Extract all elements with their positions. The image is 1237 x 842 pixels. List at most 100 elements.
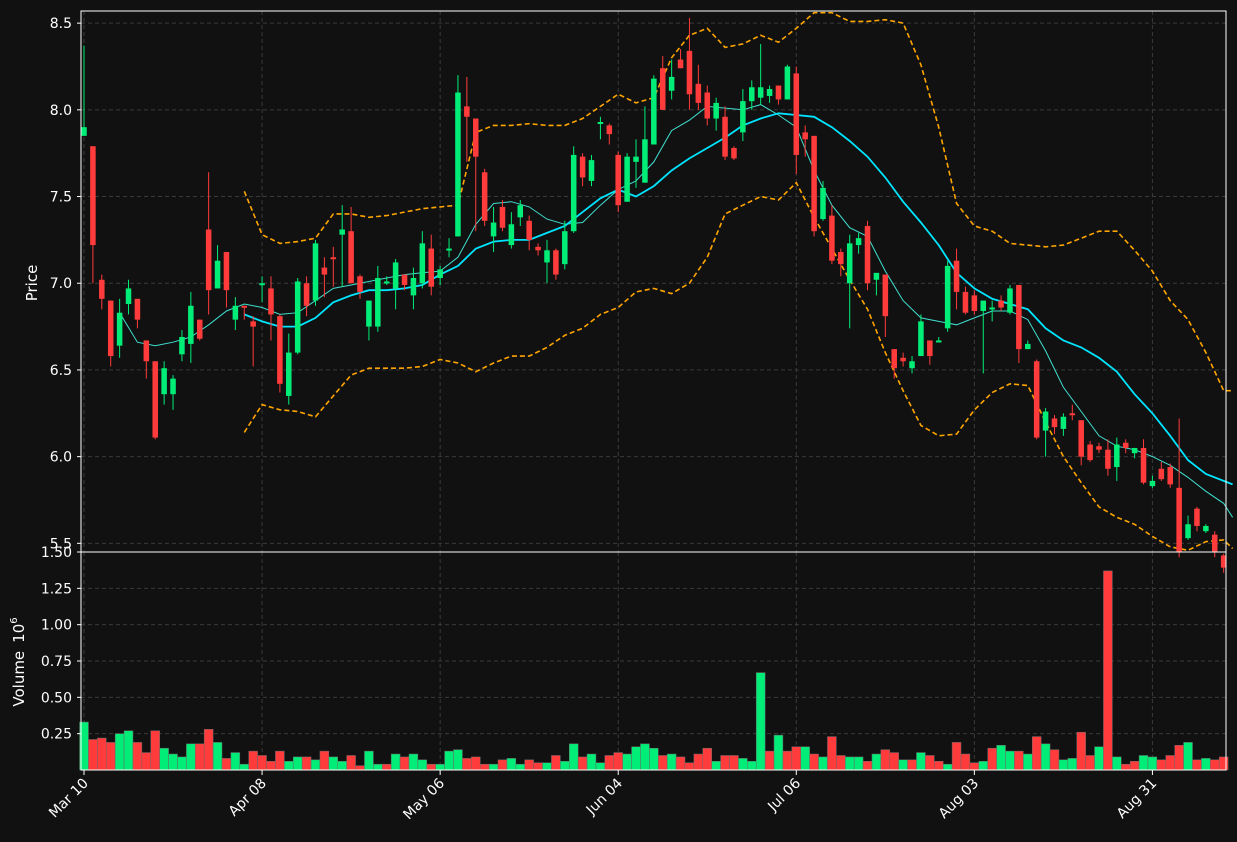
- volume-bar: [871, 753, 882, 771]
- candle-body: [526, 220, 532, 240]
- volume-bar: [337, 761, 347, 771]
- volume-tick-label: 0.75: [41, 654, 72, 670]
- candle-body: [214, 260, 221, 289]
- volume-bar: [880, 749, 891, 771]
- volume-bar: [373, 763, 383, 771]
- candle-body: [935, 340, 942, 343]
- volume-bar: [800, 746, 810, 771]
- volume-bar: [1076, 731, 1086, 771]
- candle-body: [1211, 534, 1218, 552]
- candle-body: [1033, 361, 1040, 438]
- candle-body: [366, 300, 372, 327]
- volume-bar: [1049, 749, 1060, 771]
- volume-bar: [1014, 750, 1024, 771]
- volume-bar: [524, 759, 534, 771]
- candle-body: [1105, 449, 1111, 469]
- candle-body: [838, 252, 844, 265]
- candle-body: [464, 106, 470, 117]
- volume-bar: [310, 759, 321, 771]
- candle-body: [686, 50, 693, 95]
- candle-body: [989, 307, 995, 310]
- volume-bar: [1174, 745, 1184, 771]
- candle-body: [1051, 418, 1058, 428]
- volume-bar: [248, 750, 258, 771]
- candle-body: [722, 116, 728, 157]
- volume-bar: [1067, 758, 1077, 771]
- volume-bar: [845, 756, 855, 771]
- candle-body: [588, 160, 595, 181]
- candle-body: [695, 83, 702, 103]
- candle-body: [597, 121, 604, 124]
- candle-body: [606, 125, 613, 135]
- volume-bar: [497, 759, 508, 771]
- candle-body: [188, 305, 194, 344]
- upper-band-line: [243, 11, 1233, 392]
- volume-bar: [827, 736, 837, 771]
- price-tick-label: 5.5: [50, 536, 72, 552]
- candle-body: [90, 146, 96, 246]
- candle-body: [927, 340, 933, 357]
- candle-body: [651, 78, 657, 145]
- candle-body: [1131, 447, 1138, 454]
- candle-body: [855, 238, 862, 246]
- volume-bar: [390, 753, 401, 771]
- volume-bar: [177, 756, 187, 771]
- candle-body: [971, 295, 978, 311]
- candle-body: [196, 319, 203, 339]
- volume-bar: [925, 755, 935, 771]
- candle-body: [286, 352, 292, 396]
- price-axis-ticks: 5.5 6.0 6.5 7.0 7.5 8.0 8.5: [50, 16, 81, 552]
- candle-body: [250, 321, 256, 327]
- bollinger-bands: [243, 11, 1234, 552]
- volume-tick-label: 0.25: [41, 727, 72, 743]
- candle-body: [882, 274, 889, 317]
- candle-body: [1025, 343, 1031, 350]
- price-tick-label: 6.0: [50, 450, 72, 466]
- candle-body: [321, 267, 328, 275]
- candle-body: [1096, 446, 1102, 450]
- volume-bar: [568, 743, 579, 771]
- volume-bar: [542, 762, 552, 771]
- candle-body: [107, 300, 114, 357]
- volume-bar: [1031, 736, 1042, 771]
- candle-body: [383, 281, 390, 284]
- volume-bar: [791, 746, 801, 771]
- candle-body: [419, 243, 426, 284]
- volume-bar: [747, 761, 757, 771]
- candle-body: [1176, 487, 1182, 552]
- candle-body: [829, 215, 835, 261]
- volume-bar: [284, 761, 294, 771]
- candle-body: [428, 248, 434, 287]
- candle-body: [864, 226, 871, 284]
- volume-bar: [479, 763, 490, 771]
- candle-body: [401, 274, 408, 285]
- volume-bar: [275, 750, 285, 771]
- volume-bar: [203, 729, 214, 771]
- volume-bar: [978, 761, 988, 771]
- candle-body: [232, 305, 239, 320]
- candle-body: [517, 205, 524, 218]
- volume-bar: [889, 752, 899, 771]
- candle-body: [909, 361, 915, 369]
- candle-body: [1203, 525, 1209, 532]
- candle-body: [259, 283, 265, 286]
- volume-bar: [1121, 763, 1131, 771]
- candle-body: [544, 250, 550, 263]
- volume-bar: [809, 753, 819, 771]
- candle-body: [241, 305, 248, 308]
- volume-bar: [1023, 753, 1033, 771]
- candle-body: [303, 283, 310, 306]
- candle-body: [579, 156, 586, 178]
- candle-body: [170, 378, 176, 395]
- volume-bar: [916, 752, 926, 771]
- candle-body: [1167, 467, 1173, 485]
- volume-bar: [123, 730, 134, 771]
- price-tick-label: 6.5: [50, 363, 72, 379]
- volume-bar: [230, 752, 241, 771]
- volume-bar: [382, 763, 392, 771]
- volume-bar: [319, 750, 330, 771]
- volume-bar: [212, 742, 223, 771]
- candle-body: [713, 102, 719, 119]
- volume-bar: [1156, 759, 1167, 771]
- candle-body: [820, 187, 826, 220]
